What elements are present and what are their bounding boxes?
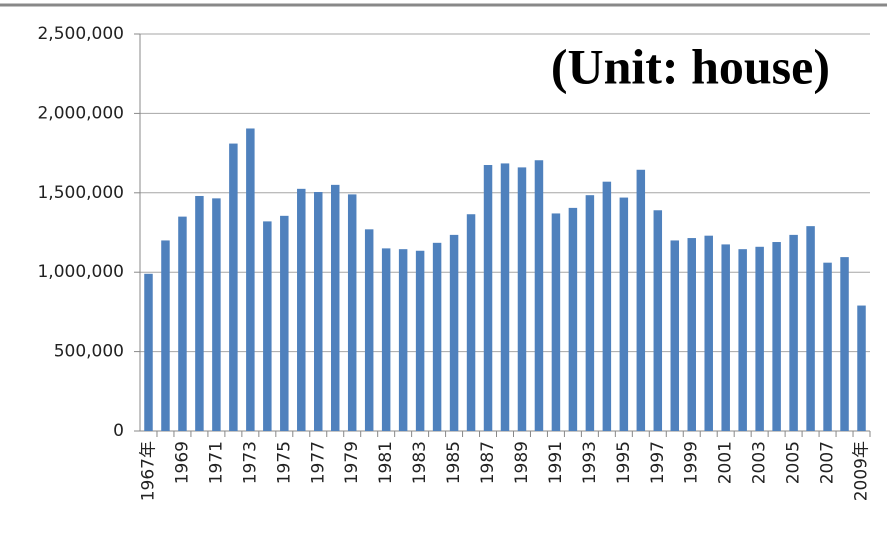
y-tick-label: 2,500,000 [37, 24, 124, 44]
x-tick-label: 1985 [444, 441, 464, 484]
bar [449, 234, 459, 431]
unit-annotation: (Unit: house) [551, 38, 830, 94]
x-tick-label: 2005 [784, 441, 804, 484]
x-tick-label: 1991 [546, 441, 566, 484]
bar [534, 160, 544, 431]
bar [585, 195, 595, 431]
x-tick-label: 1993 [580, 441, 600, 484]
x-tick-label: 1975 [274, 441, 294, 484]
bar [212, 198, 221, 431]
bar [381, 248, 391, 431]
x-tick-label: 2001 [716, 441, 736, 484]
bar [636, 169, 646, 432]
bar [280, 215, 289, 431]
bar [432, 242, 442, 431]
x-tick-label: 1981 [376, 441, 396, 484]
bar [297, 188, 306, 431]
bar [483, 165, 493, 431]
x-tick-label: 1973 [240, 441, 260, 484]
bar [755, 246, 764, 431]
bar [347, 194, 357, 431]
x-tick-label: 2007 [818, 441, 838, 484]
bar [738, 249, 747, 431]
x-tick-label: 1999 [682, 441, 702, 484]
bar [330, 184, 340, 431]
x-tick-label: 1997 [648, 441, 668, 484]
x-tick-label: 1971 [206, 441, 226, 484]
bar [789, 234, 798, 431]
bar [314, 192, 323, 431]
bar [653, 210, 663, 431]
x-tick-label: 2003 [750, 441, 770, 484]
bar [500, 163, 510, 431]
x-tick-label: 1977 [308, 441, 328, 484]
bar [195, 195, 204, 431]
bar [263, 221, 272, 431]
x-tick-label: 1987 [478, 441, 498, 484]
y-tick-label: 1,000,000 [37, 262, 124, 282]
bar [619, 197, 629, 431]
x-tick-label: 1967年 [138, 441, 158, 501]
y-tick-label: 1,500,000 [37, 183, 124, 203]
bar [840, 257, 849, 431]
bar [466, 214, 476, 431]
x-tick-label: 1983 [410, 441, 430, 484]
bar [144, 273, 153, 431]
bar [568, 207, 578, 431]
y-tick-label: 500,000 [54, 342, 124, 362]
bar [823, 262, 832, 431]
bar [415, 250, 425, 431]
bar [246, 128, 255, 431]
x-tick-label: 1995 [614, 441, 634, 484]
y-tick-label: 0 [113, 421, 124, 441]
bar [517, 167, 527, 431]
bar [772, 242, 781, 431]
x-tick-label: 1979 [342, 441, 362, 484]
bar [857, 305, 866, 431]
bar [364, 229, 374, 431]
bar [704, 235, 713, 431]
bar [178, 216, 187, 431]
bar [806, 226, 815, 431]
bar [551, 213, 561, 431]
x-tick-label: 1969 [172, 441, 192, 484]
y-tick-label: 2,000,000 [37, 103, 124, 123]
x-tick-label: 2009年 [852, 441, 872, 501]
bar [161, 240, 170, 431]
bar [670, 240, 680, 431]
bar [229, 143, 238, 431]
bar [398, 249, 408, 431]
bar [687, 238, 696, 431]
bar [721, 244, 730, 431]
x-tick-label: 1989 [512, 441, 532, 484]
bar [602, 181, 612, 431]
